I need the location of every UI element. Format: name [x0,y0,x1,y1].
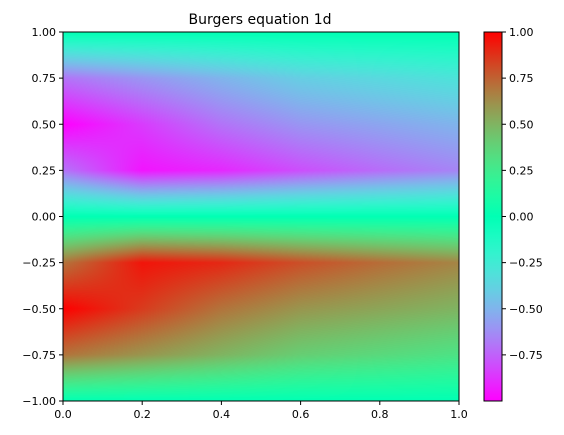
chart-title: Burgers equation 1d [188,12,331,28]
y-tick-label: 0.00 [32,211,57,224]
x-tick-label: 1.0 [450,408,468,421]
x-tick-label: 0.2 [133,408,151,421]
y-tick-label: 0.25 [32,164,57,177]
y-tick-label: 1.00 [32,26,57,39]
y-tick-label: −1.00 [22,395,56,408]
colorbar-tick-label: −0.50 [509,303,543,316]
y-tick-label: −0.75 [22,349,56,362]
x-tick-label: 0.6 [292,408,310,421]
x-tick-label: 0.4 [213,408,231,421]
colorbar-tick-label: 0.25 [509,164,534,177]
x-tick-label: 0.8 [371,408,389,421]
x-tick-label: 0.0 [54,408,72,421]
colorbar [483,31,503,402]
colorbar-strip [483,31,503,402]
x-axis: 0.0 0.2 0.4 0.6 0.8 1.0 [54,401,468,421]
y-tick-label: −0.25 [22,257,56,270]
y-axis: 1.00 0.75 0.50 0.25 0.00 −0.25 −0.50 −0.75 −1.00 [22,26,63,408]
heatmap-image [63,32,459,401]
y-tick-label: 0.75 [32,72,57,85]
y-tick-label: −0.50 [22,303,56,316]
colorbar-tick-label: −0.75 [509,349,543,362]
colorbar-tick-label: 1.00 [509,26,534,39]
plot-area [62,31,460,402]
colorbar-tick-label: 0.50 [509,118,534,131]
y-tick-label: 0.50 [32,118,57,131]
colorbar-tick-label: −0.25 [509,257,543,270]
colorbar-tick-label: 0.00 [509,211,534,224]
colorbar-tick-label: 0.75 [509,72,534,85]
colorbar-axis: 1.00 0.75 0.50 0.25 0.00 −0.25 −0.50 −0.75 [502,26,543,362]
